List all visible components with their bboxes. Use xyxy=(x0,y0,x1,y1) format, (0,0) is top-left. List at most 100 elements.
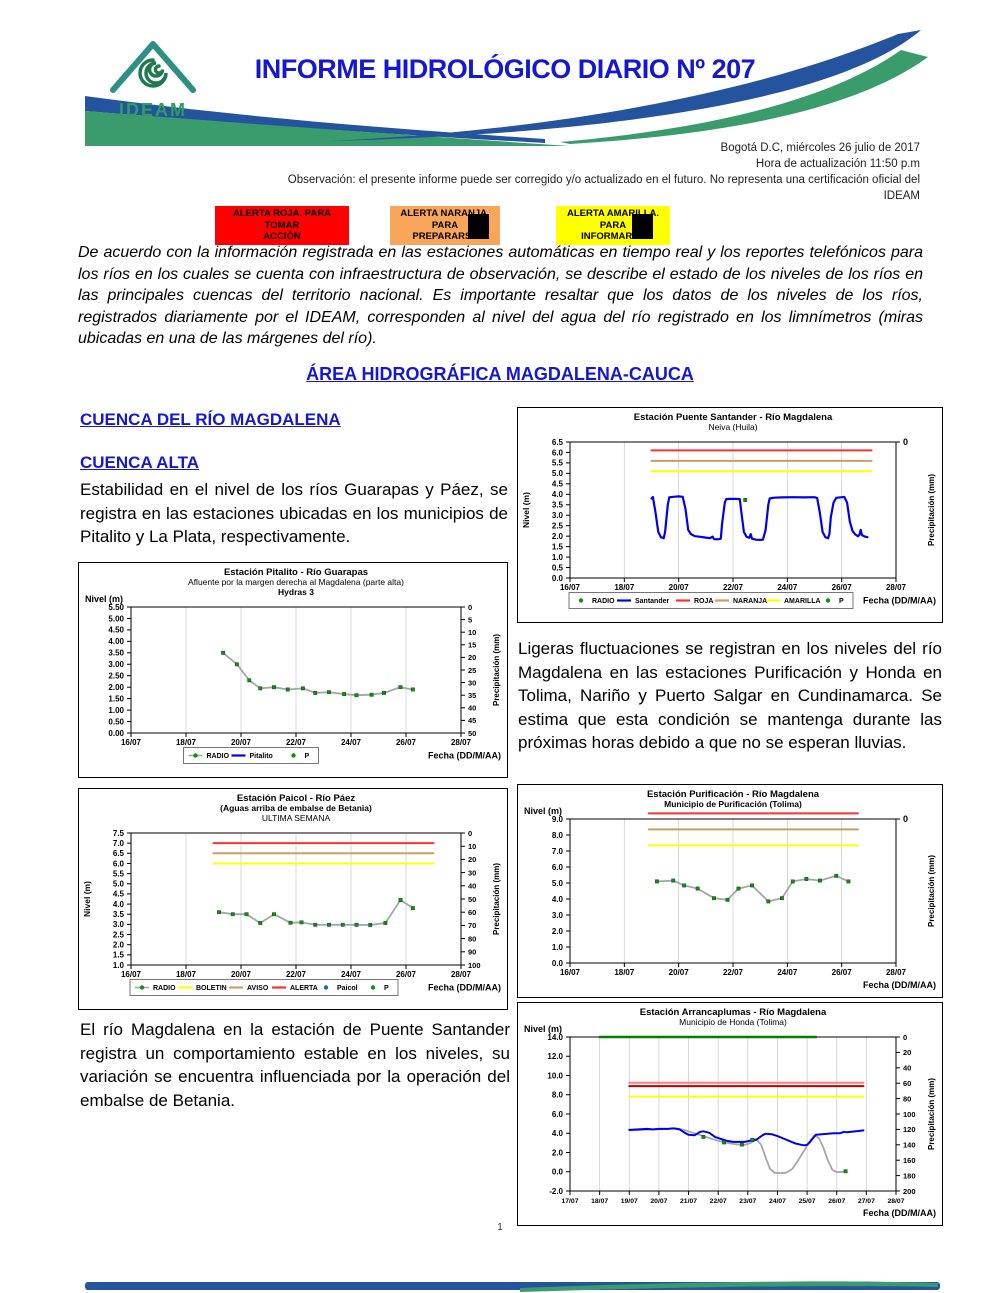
svg-text:Neiva (Huila): Neiva (Huila) xyxy=(708,422,757,432)
svg-text:1.0: 1.0 xyxy=(552,943,564,952)
redaction-box xyxy=(468,214,489,239)
svg-text:19/07: 19/07 xyxy=(621,1198,638,1205)
svg-text:80: 80 xyxy=(468,934,476,943)
svg-text:5.00: 5.00 xyxy=(108,614,124,623)
svg-text:3.0: 3.0 xyxy=(552,911,564,920)
svg-text:22/07: 22/07 xyxy=(286,970,307,979)
svg-text:Nivel (m): Nivel (m) xyxy=(82,881,92,917)
svg-text:23/07: 23/07 xyxy=(739,1198,756,1205)
alert-naranja-line1: ALERTA NARANJA. PARA xyxy=(400,208,490,231)
svg-text:4.0: 4.0 xyxy=(113,900,125,909)
svg-text:24/07: 24/07 xyxy=(777,583,798,592)
svg-text:50: 50 xyxy=(468,729,476,738)
svg-text:Estación Purificación - Río Ma: Estación Purificación - Río Magdalena xyxy=(647,789,820,800)
svg-text:2.50: 2.50 xyxy=(108,672,124,681)
svg-text:0.50: 0.50 xyxy=(108,717,124,726)
svg-text:22/07: 22/07 xyxy=(286,738,307,747)
chart-puente-santander: Estación Puente Santander - Río Magdalen… xyxy=(517,407,943,623)
svg-text:26/07: 26/07 xyxy=(396,970,417,979)
svg-text:0: 0 xyxy=(903,814,908,824)
svg-text:20/07: 20/07 xyxy=(231,970,252,979)
alert-naranja-line2: PREPARARSE xyxy=(412,231,478,242)
svg-text:6.5: 6.5 xyxy=(113,849,125,858)
svg-text:20/07: 20/07 xyxy=(231,738,252,747)
svg-text:18/07: 18/07 xyxy=(614,968,635,977)
chart-pitalito: Estación Pitalito - Río Guarapas Afluente… xyxy=(78,562,508,778)
svg-text:0: 0 xyxy=(903,1033,907,1042)
svg-text:100: 100 xyxy=(903,1110,916,1119)
svg-text:AVISO: AVISO xyxy=(247,985,269,992)
svg-text:4.0: 4.0 xyxy=(552,1129,564,1138)
page-number: 1 xyxy=(497,1222,503,1233)
svg-text:0.5: 0.5 xyxy=(552,563,564,572)
svg-text:15: 15 xyxy=(468,641,476,650)
svg-text:Nivel (m): Nivel (m) xyxy=(524,806,562,816)
svg-text:1.0: 1.0 xyxy=(552,553,564,562)
svg-text:1.0: 1.0 xyxy=(113,961,125,970)
svg-text:14.0: 14.0 xyxy=(547,1033,563,1042)
svg-text:4.5: 4.5 xyxy=(113,890,125,899)
svg-text:10: 10 xyxy=(468,628,476,637)
svg-text:4.0: 4.0 xyxy=(552,490,564,499)
svg-text:Afluente por la margen derecha: Afluente por la margen derecha al Magdal… xyxy=(188,577,404,587)
svg-text:28/07: 28/07 xyxy=(887,1198,904,1205)
chart-paicol: Estación Paicol - Río Páez (Aguas arriba … xyxy=(78,788,508,1010)
header-swoosh-green-right xyxy=(560,50,928,144)
svg-text:24/07: 24/07 xyxy=(777,968,798,977)
svg-text:8.0: 8.0 xyxy=(552,831,564,840)
svg-text:16/07: 16/07 xyxy=(560,968,581,977)
svg-text:180: 180 xyxy=(903,1171,916,1180)
svg-text:50: 50 xyxy=(468,895,476,904)
svg-text:26/07: 26/07 xyxy=(396,738,417,747)
svg-text:16/07: 16/07 xyxy=(121,738,142,747)
svg-text:5.5: 5.5 xyxy=(113,869,125,878)
svg-text:26/07: 26/07 xyxy=(832,583,853,592)
svg-text:16/07: 16/07 xyxy=(560,583,581,592)
svg-text:Fecha (DD/M/AA): Fecha (DD/M/AA) xyxy=(428,983,501,993)
alert-naranja-badge: ALERTA NARANJA. PARA PREPARARSE xyxy=(390,206,500,245)
svg-text:6.0: 6.0 xyxy=(552,863,564,872)
svg-text:0.00: 0.00 xyxy=(108,729,124,738)
svg-text:3.0: 3.0 xyxy=(552,511,564,520)
svg-text:5: 5 xyxy=(468,615,472,624)
paragraph-ligeras-fluctuaciones: Ligeras fluctuaciones se registran en lo… xyxy=(518,639,942,752)
svg-text:-2.0: -2.0 xyxy=(549,1187,563,1196)
svg-text:2.0: 2.0 xyxy=(552,927,564,936)
svg-text:25/07: 25/07 xyxy=(799,1198,816,1205)
svg-text:2.0: 2.0 xyxy=(552,1148,564,1157)
svg-text:3.0: 3.0 xyxy=(113,920,125,929)
alert-amarilla-line2: INFORMARSE xyxy=(581,231,645,242)
svg-text:RADIO: RADIO xyxy=(153,985,176,992)
svg-text:Fecha (DD/M/AA): Fecha (DD/M/AA) xyxy=(863,1208,936,1218)
svg-text:Pitalito: Pitalito xyxy=(250,753,273,760)
svg-text:28/07: 28/07 xyxy=(886,968,907,977)
svg-text:26/07: 26/07 xyxy=(828,1198,845,1205)
svg-text:5.0: 5.0 xyxy=(113,880,125,889)
alert-amarilla-line1: ALERTA AMARILLA. PARA xyxy=(567,208,659,231)
svg-text:Nivel (m): Nivel (m) xyxy=(85,594,123,604)
svg-text:Fecha (DD/M/AA): Fecha (DD/M/AA) xyxy=(863,980,936,990)
svg-text:RADIO: RADIO xyxy=(207,753,230,760)
ideam-logo: IDEAM xyxy=(95,32,215,124)
svg-text:20/07: 20/07 xyxy=(669,968,690,977)
svg-text:20: 20 xyxy=(468,855,476,864)
svg-text:60: 60 xyxy=(903,1079,911,1088)
svg-text:28/07: 28/07 xyxy=(451,970,472,979)
svg-text:Precipitación (mm): Precipitación (mm) xyxy=(927,474,936,546)
svg-text:ALERTA: ALERTA xyxy=(290,985,318,992)
meta-update-line: Hora de actualización 11:50 p.m xyxy=(755,158,920,170)
svg-text:(Aguas arriba de embalse de Be: (Aguas arriba de embalse de Betania) xyxy=(220,803,372,813)
svg-text:20: 20 xyxy=(468,653,476,662)
svg-text:4.00: 4.00 xyxy=(108,637,124,646)
section-title-area-hidrografica: ÁREA HIDROGRÁFICA MAGDALENA-CAUCA xyxy=(306,364,694,384)
redaction-box xyxy=(632,214,653,239)
svg-text:20/07: 20/07 xyxy=(669,583,690,592)
report-title: INFORME HIDROLÓGICO DIARIO Nº 207 xyxy=(254,54,756,84)
header-swoosh-graphic xyxy=(85,30,928,146)
svg-text:160: 160 xyxy=(903,1156,916,1165)
svg-text:45: 45 xyxy=(468,716,476,725)
svg-text:4.5: 4.5 xyxy=(552,480,564,489)
svg-text:BOLETIN: BOLETIN xyxy=(196,985,227,992)
svg-text:10: 10 xyxy=(468,842,476,851)
svg-text:24/07: 24/07 xyxy=(769,1198,786,1205)
